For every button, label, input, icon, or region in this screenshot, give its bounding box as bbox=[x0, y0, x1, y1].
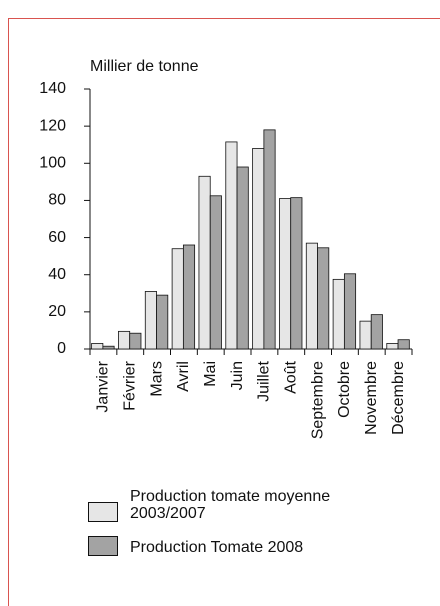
y-tick-label: 0 bbox=[57, 340, 66, 357]
x-tick-label: Août bbox=[282, 360, 299, 393]
y-tick-label: 20 bbox=[48, 303, 66, 320]
x-tick-label: Janvier bbox=[95, 360, 112, 412]
x-tick-label: Juin bbox=[229, 361, 246, 390]
bar bbox=[198, 175, 211, 350]
y-tick-label: 120 bbox=[39, 117, 66, 134]
bar bbox=[279, 198, 292, 350]
bar bbox=[317, 247, 330, 350]
bar bbox=[182, 244, 196, 350]
x-tick-label: Septembre bbox=[309, 361, 326, 439]
x-tick-label: Juillet bbox=[256, 360, 273, 401]
x-tick-label: Mai bbox=[202, 361, 219, 387]
chart: Millier de tonne 0 20 40 60 80 100 120 140 Janvi… bbox=[39, 58, 413, 439]
bar bbox=[290, 197, 303, 350]
frame bbox=[8, 18, 9, 606]
bar bbox=[263, 129, 276, 350]
bar bbox=[252, 148, 265, 350]
legend-swatch bbox=[88, 536, 118, 556]
legend-label: Production tomate moyenne 2003/2007 bbox=[130, 488, 331, 522]
legend: Production tomate moyenne 2003/2007 Produ… bbox=[88, 488, 428, 570]
bar bbox=[118, 330, 131, 350]
bar bbox=[332, 278, 345, 350]
bar bbox=[397, 339, 410, 350]
y-tick-label: 40 bbox=[48, 266, 66, 283]
bar bbox=[91, 343, 104, 350]
bar bbox=[129, 332, 142, 350]
y-axis-label: Millier de tonne bbox=[90, 58, 199, 75]
bar bbox=[209, 195, 222, 350]
x-tick-label: Décembre bbox=[390, 361, 407, 435]
x-tick-label: Novembre bbox=[363, 361, 380, 435]
y-tick-label: 80 bbox=[48, 192, 66, 209]
legend-label: Production Tomate 2008 bbox=[130, 539, 304, 556]
bar bbox=[370, 314, 383, 350]
bar bbox=[144, 291, 157, 350]
bar bbox=[102, 345, 115, 350]
bar bbox=[156, 294, 169, 350]
y-tick-label: 60 bbox=[48, 229, 66, 246]
bar bbox=[386, 343, 399, 350]
legend-item: Production Tomate 2008 bbox=[88, 536, 428, 556]
y-tick-label: 140 bbox=[39, 80, 66, 97]
bar bbox=[343, 273, 357, 350]
frame bbox=[8, 18, 440, 19]
x-tick-label: Février bbox=[121, 360, 138, 410]
bar bbox=[359, 320, 372, 350]
legend-item: Production tomate moyenne 2003/2007 bbox=[88, 488, 428, 522]
x-tick-label: Octobre bbox=[336, 361, 353, 418]
bar bbox=[305, 242, 318, 350]
legend-swatch bbox=[88, 502, 118, 522]
x-tick-label: Mars bbox=[148, 361, 165, 397]
bar bbox=[236, 166, 249, 350]
x-tick-label: Avril bbox=[175, 361, 192, 392]
bar bbox=[225, 141, 238, 350]
bar bbox=[171, 248, 184, 350]
y-tick-label: 100 bbox=[39, 155, 66, 172]
